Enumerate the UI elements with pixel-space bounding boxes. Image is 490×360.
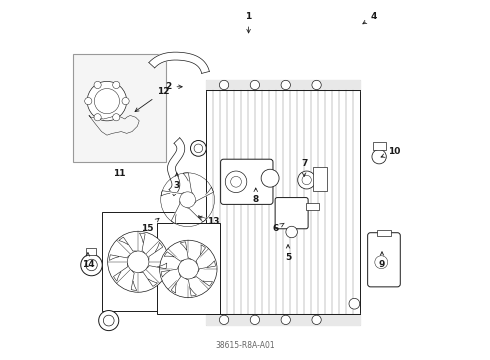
- Circle shape: [191, 140, 206, 156]
- Text: 4: 4: [363, 12, 377, 24]
- Polygon shape: [205, 315, 360, 325]
- Polygon shape: [180, 242, 191, 259]
- Bar: [101, 212, 175, 311]
- Bar: [377, 230, 391, 235]
- Circle shape: [122, 98, 129, 105]
- Circle shape: [81, 254, 102, 276]
- Bar: [157, 223, 220, 315]
- Polygon shape: [195, 187, 214, 203]
- Bar: [73, 54, 166, 162]
- Circle shape: [95, 89, 120, 114]
- Circle shape: [231, 176, 242, 187]
- Circle shape: [94, 114, 101, 121]
- Circle shape: [108, 231, 169, 292]
- Circle shape: [85, 98, 92, 105]
- Polygon shape: [187, 207, 207, 222]
- Circle shape: [194, 144, 203, 153]
- Text: 10: 10: [381, 147, 401, 157]
- Polygon shape: [205, 80, 360, 90]
- Bar: [205, 80, 360, 325]
- Text: 1: 1: [245, 12, 252, 33]
- Circle shape: [281, 80, 291, 90]
- Bar: [313, 167, 327, 191]
- Text: 9: 9: [379, 252, 385, 269]
- Text: 3: 3: [174, 173, 180, 190]
- Polygon shape: [196, 245, 205, 264]
- Circle shape: [178, 259, 198, 279]
- Polygon shape: [119, 237, 137, 251]
- Circle shape: [225, 171, 247, 193]
- Circle shape: [103, 315, 114, 326]
- Circle shape: [98, 311, 119, 330]
- Text: 5: 5: [285, 244, 291, 262]
- Circle shape: [86, 259, 97, 271]
- Circle shape: [220, 80, 229, 90]
- Polygon shape: [131, 270, 137, 291]
- Polygon shape: [147, 263, 167, 269]
- Text: 11: 11: [113, 169, 126, 178]
- Polygon shape: [186, 279, 196, 296]
- Text: 6: 6: [273, 223, 284, 233]
- Polygon shape: [193, 276, 213, 286]
- Bar: [86, 248, 96, 255]
- Text: 2: 2: [165, 82, 182, 91]
- Text: 13: 13: [198, 216, 220, 226]
- Circle shape: [191, 248, 206, 264]
- Polygon shape: [161, 191, 184, 196]
- Text: 38615-R8A-A01: 38615-R8A-A01: [215, 341, 275, 350]
- Polygon shape: [114, 264, 127, 281]
- Polygon shape: [164, 252, 184, 261]
- Bar: [373, 142, 386, 150]
- Polygon shape: [149, 242, 163, 260]
- Bar: [306, 203, 318, 211]
- Polygon shape: [171, 274, 181, 293]
- Polygon shape: [161, 266, 179, 277]
- Circle shape: [113, 114, 120, 121]
- Text: 7: 7: [301, 159, 307, 176]
- Circle shape: [372, 149, 386, 164]
- Text: 12: 12: [135, 87, 170, 112]
- Text: 15: 15: [141, 218, 159, 233]
- Circle shape: [349, 298, 360, 309]
- FancyBboxPatch shape: [368, 233, 400, 287]
- Polygon shape: [109, 255, 129, 260]
- FancyBboxPatch shape: [275, 198, 308, 229]
- Circle shape: [375, 256, 388, 269]
- Circle shape: [312, 315, 321, 324]
- Circle shape: [298, 171, 316, 189]
- Polygon shape: [171, 201, 180, 224]
- Circle shape: [281, 315, 291, 324]
- Circle shape: [250, 315, 260, 324]
- Polygon shape: [140, 273, 157, 287]
- Polygon shape: [149, 52, 209, 73]
- Circle shape: [94, 81, 101, 89]
- Circle shape: [160, 240, 217, 298]
- Circle shape: [302, 175, 311, 185]
- Circle shape: [250, 80, 260, 90]
- FancyBboxPatch shape: [220, 159, 273, 204]
- Circle shape: [194, 252, 203, 261]
- Text: 14: 14: [82, 253, 94, 269]
- Circle shape: [220, 315, 229, 324]
- Polygon shape: [183, 173, 193, 194]
- Circle shape: [180, 192, 196, 208]
- Circle shape: [286, 226, 297, 238]
- Circle shape: [127, 251, 149, 273]
- Polygon shape: [140, 233, 145, 253]
- Circle shape: [312, 80, 321, 90]
- Circle shape: [87, 81, 126, 121]
- Text: 8: 8: [253, 188, 259, 204]
- Circle shape: [261, 169, 279, 187]
- Polygon shape: [198, 261, 216, 272]
- Polygon shape: [168, 138, 185, 196]
- Circle shape: [113, 81, 120, 89]
